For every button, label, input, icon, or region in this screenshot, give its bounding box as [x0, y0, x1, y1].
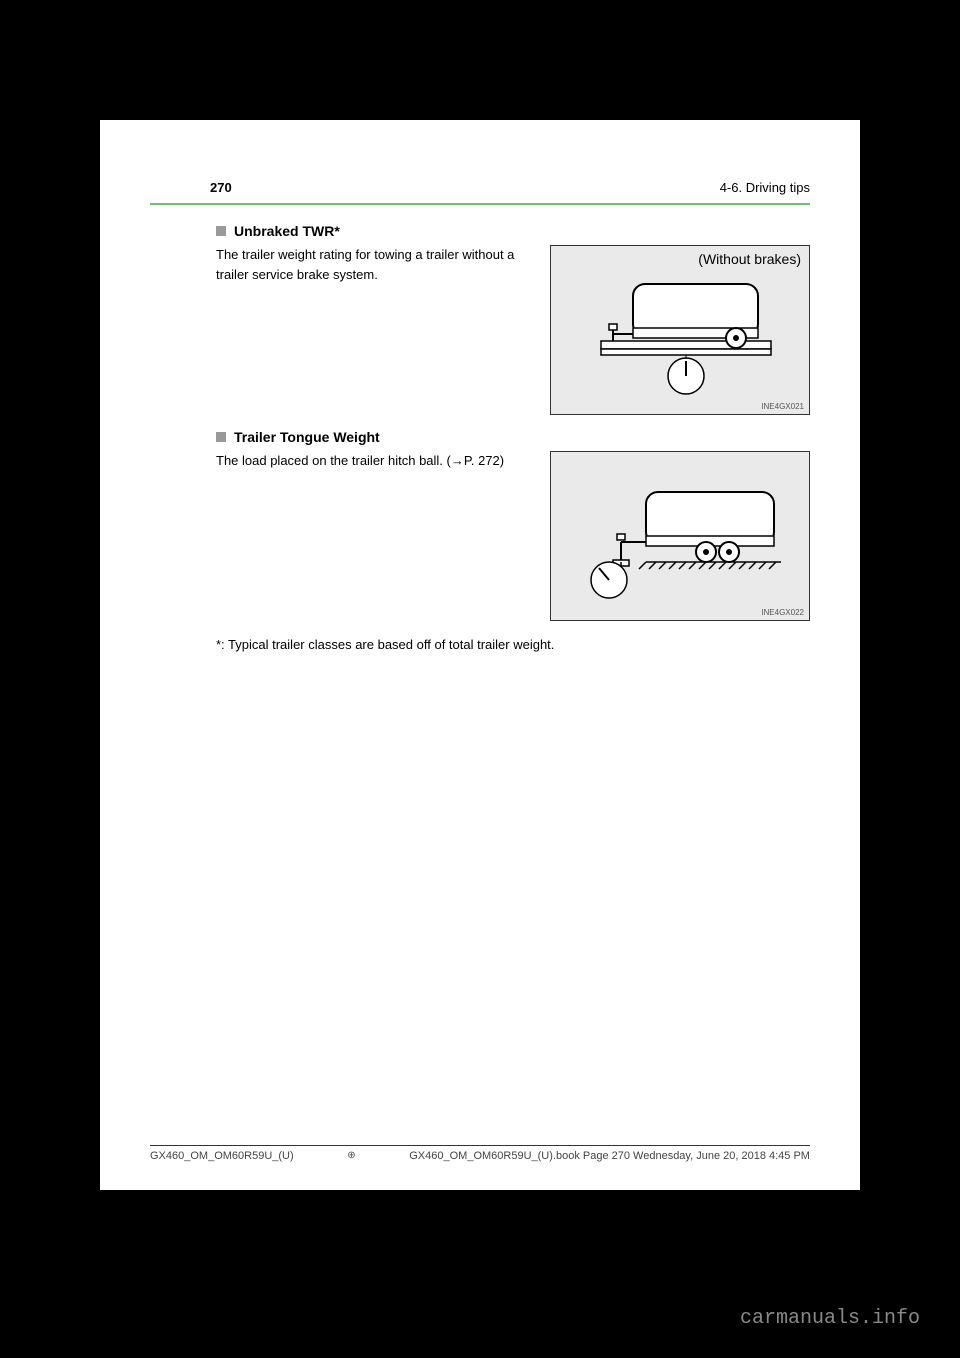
body-text: The load placed on the trailer hitch bal… — [216, 451, 536, 621]
watermark: carmanuals.info — [740, 1307, 920, 1330]
footer-logo: ⊕ — [347, 1150, 355, 1162]
trailer-svg-2 — [551, 452, 811, 622]
section-title: 4-6. Driving tips — [720, 180, 810, 195]
footer-right: GX460_OM_OM60R59U_(U).book Page 270 Wedn… — [409, 1150, 810, 1162]
subtitle: Unbraked TWR* — [234, 223, 340, 239]
square-bullet-icon — [216, 226, 226, 236]
footer-left: GX460_OM_OM60R59U_(U) — [150, 1150, 294, 1162]
manual-page: 270 4-6. Driving tips Unbraked TWR* The … — [100, 120, 860, 1190]
trailer-diagram-unbraked: (Without brakes) — [550, 245, 810, 415]
section-tongue-weight: Trailer Tongue Weight The load placed on… — [150, 429, 810, 621]
footnote-section: *: Typical trailer classes are based off… — [150, 635, 810, 655]
page-number: 270 — [210, 180, 232, 195]
page-footer: GX460_OM_OM60R59U_(U) ⊕ GX460_OM_OM60R59… — [150, 1145, 810, 1162]
subtitle: Trailer Tongue Weight — [234, 429, 380, 445]
header-divider — [150, 203, 810, 205]
trailer-svg-1 — [551, 246, 811, 416]
diagram-label: (Without brakes) — [698, 251, 801, 267]
page-header: 270 4-6. Driving tips — [150, 180, 810, 195]
footnote-text: *: Typical trailer classes are based off… — [216, 635, 810, 655]
section-unbraked-twr: Unbraked TWR* The trailer weight rating … — [150, 223, 810, 415]
trailer-diagram-tongue: INE4GX022 — [550, 451, 810, 621]
diagram-code: INE4GX022 — [761, 608, 804, 617]
diagram-code: INE4GX021 — [761, 402, 804, 411]
body-text: The trailer weight rating for towing a t… — [216, 245, 536, 415]
square-bullet-icon — [216, 432, 226, 442]
